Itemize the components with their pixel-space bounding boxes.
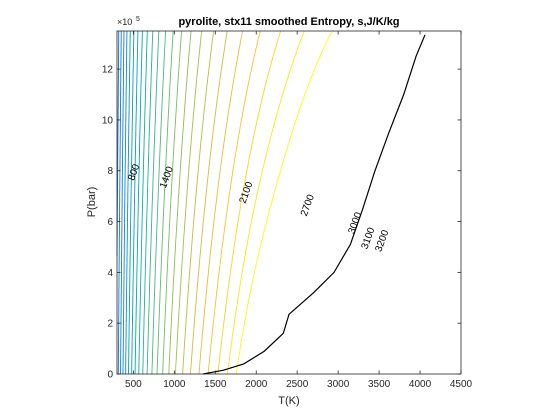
x-tick-label: 3500 <box>368 379 391 390</box>
y-exponent-base: ×10 <box>117 17 132 27</box>
x-tick-label: 1500 <box>204 379 227 390</box>
highlight-curve <box>202 34 426 375</box>
phase-boundary <box>202 34 426 375</box>
x-tick-label: 1000 <box>163 379 186 390</box>
y-tick-label: 6 <box>107 217 113 228</box>
x-tick-label: 500 <box>125 379 142 390</box>
contour-line-3200 <box>226 30 305 375</box>
x-axis: 500 1000 1500 2000 2500 3000 3500 4000 4500 <box>125 31 473 390</box>
y-axis-label: P(bar) <box>86 187 98 218</box>
contour-line-2600 <box>174 30 203 375</box>
y-tick-label: 10 <box>102 115 114 126</box>
contour-line-1400 <box>122 30 128 374</box>
contour-line-1500 <box>125 31 131 375</box>
contour-line-1900 <box>138 30 148 375</box>
y-axis: 0 2 4 6 8 10 12 <box>102 65 461 381</box>
contour-label: 800 <box>126 162 142 182</box>
contour-line-1700 <box>131 31 139 375</box>
x-tick-label: 4500 <box>450 379 473 390</box>
y-exponent-power: 5 <box>136 16 140 23</box>
plot-frame <box>116 30 462 375</box>
contour-line-2900 <box>198 30 244 375</box>
contour-line-2200 <box>151 30 167 375</box>
x-tick-label: 2500 <box>286 379 309 390</box>
contour-line-2800 <box>189 30 228 375</box>
contour-line-2700 <box>182 30 215 375</box>
y-tick-label: 4 <box>107 268 113 279</box>
y-tick-label: 12 <box>102 65 114 76</box>
contour-line-1300 <box>120 30 125 375</box>
chart-title: pyrolite, stx11 smoothed Entropy, s,J/K/… <box>178 16 399 28</box>
x-axis-label: T(K) <box>278 395 299 407</box>
contour-line-2500 <box>168 30 192 375</box>
contour-line-2300 <box>156 30 174 375</box>
x-tick-label: 2000 <box>245 379 268 390</box>
contour-line-2000 <box>142 30 154 374</box>
plot-area <box>117 31 461 374</box>
contour-line-1800 <box>134 30 143 375</box>
contour-lines <box>116 30 333 375</box>
y-tick-label: 2 <box>107 319 113 330</box>
contour-line-2400 <box>162 30 183 375</box>
contour-line-1600 <box>128 30 135 374</box>
y-tick-label: 8 <box>107 166 113 177</box>
x-tick-label: 4000 <box>409 379 432 390</box>
y-tick-label: 0 <box>107 370 113 381</box>
contour-line-3300 <box>235 30 333 375</box>
x-tick-label: 3000 <box>327 379 350 390</box>
contour-line-3100 <box>217 30 282 375</box>
contour-line-2100 <box>146 30 160 375</box>
